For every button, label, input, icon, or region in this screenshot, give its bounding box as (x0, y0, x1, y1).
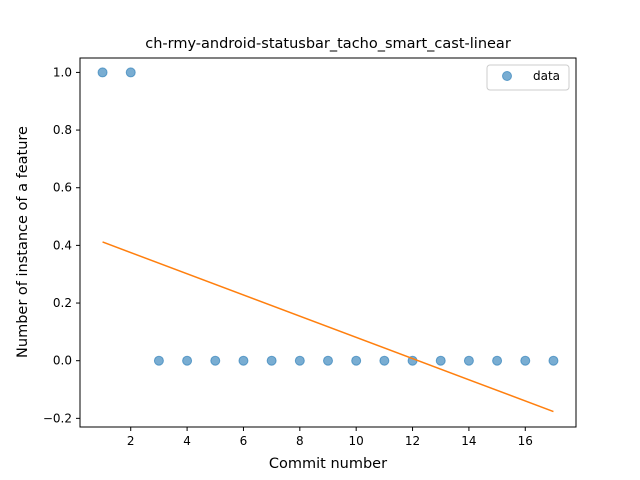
y-tick-label: 0.8 (53, 123, 72, 137)
plot-area (97, 67, 559, 413)
data-point (210, 355, 221, 366)
y-tick-label: −0.2 (43, 411, 72, 425)
x-tick-label: 12 (405, 434, 420, 448)
data-point (182, 355, 193, 366)
legend-marker-data (502, 71, 512, 81)
y-tick-label: 0.4 (53, 238, 72, 252)
data-point (548, 355, 559, 366)
x-tick-label: 2 (127, 434, 135, 448)
x-tick-label: 16 (518, 434, 533, 448)
data-point (435, 355, 446, 366)
x-tick-label: 6 (240, 434, 248, 448)
data-point (379, 355, 390, 366)
x-tick-label: 14 (461, 434, 476, 448)
y-axis-label: Number of instance of a feature (15, 126, 31, 358)
data-point (266, 355, 277, 366)
x-tick-label: 10 (349, 434, 364, 448)
legend: data (486, 64, 570, 91)
y-tick-label: 0.2 (53, 296, 72, 310)
data-point (125, 67, 136, 78)
data-point (463, 355, 474, 366)
data-point (97, 67, 108, 78)
x-tick-label: 4 (183, 434, 191, 448)
axes-frame (79, 57, 577, 428)
y-tick-label: 1.0 (53, 65, 72, 79)
y-axis-ticks: −0.2 0.0 0.2 0.4 0.6 0.8 1.0 (43, 65, 80, 425)
data-point (351, 355, 362, 366)
x-axis-ticks: 2 4 6 8 10 12 14 16 (127, 427, 533, 448)
data-point (520, 355, 531, 366)
y-tick-label: 0.6 (53, 181, 72, 195)
y-tick-label: 0.0 (53, 354, 72, 368)
x-axis-label: Commit number (269, 456, 387, 472)
x-tick-label: 8 (296, 434, 304, 448)
fit-line (102, 241, 554, 413)
legend-label-data: data (533, 69, 560, 83)
data-point (294, 355, 305, 366)
data-point (323, 355, 333, 366)
data-point (238, 355, 249, 366)
data-point (492, 355, 503, 366)
data-point (153, 355, 164, 366)
chart-title: ch-rmy-android-statusbar_tacho_smart_cas… (145, 36, 511, 52)
